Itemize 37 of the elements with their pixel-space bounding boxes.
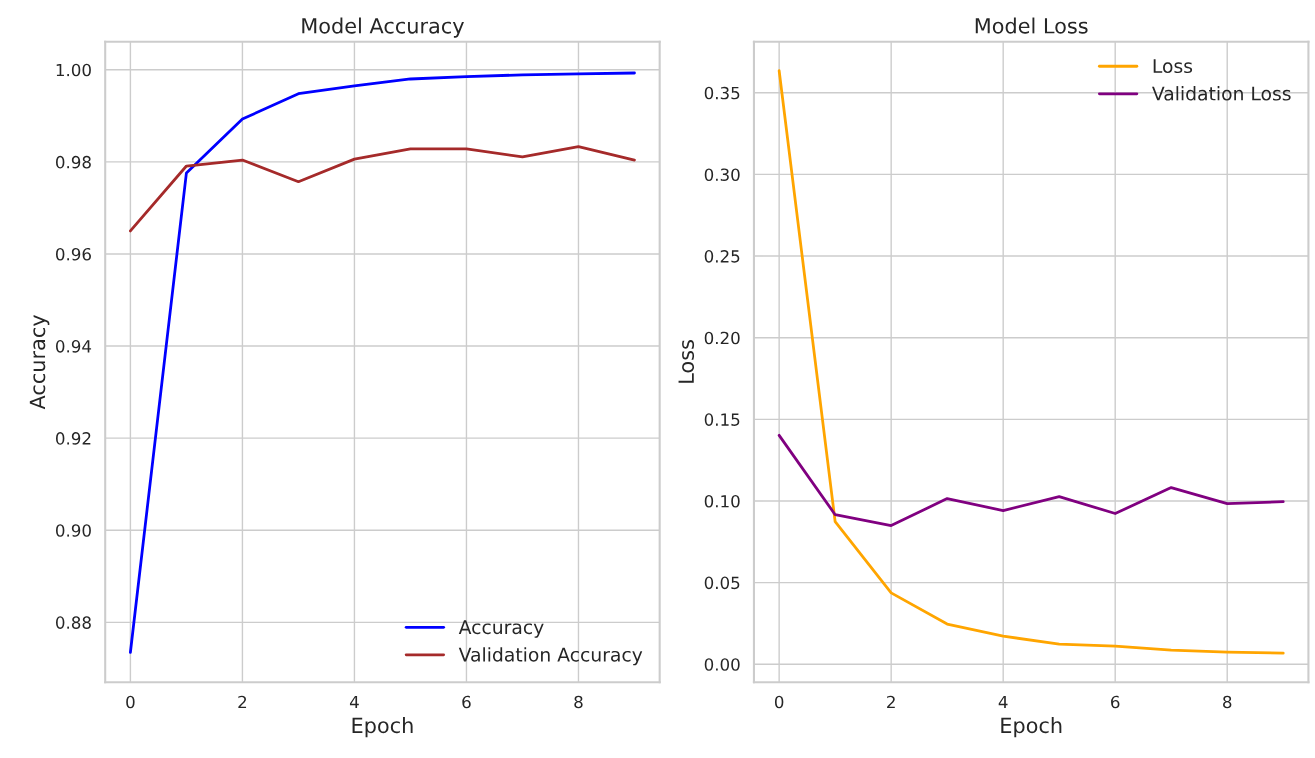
x-tick-label: 6 xyxy=(1111,695,1120,709)
x-axis-title: Epoch xyxy=(1001,717,1062,738)
legend-label: Validation Accuracy xyxy=(458,647,643,666)
legend-label: Validation Loss xyxy=(1152,86,1291,101)
chart-title: Model Loss xyxy=(975,17,1088,34)
x-tick-label: 0 xyxy=(126,695,135,709)
y-tick-label: 0.98 xyxy=(56,155,91,169)
x-tick-label: 2 xyxy=(238,695,247,709)
y-tick-label: 0.25 xyxy=(704,250,740,263)
y-tick-label: 0.92 xyxy=(56,432,91,445)
x-tick-label: 6 xyxy=(462,695,471,709)
x-axis-title: Epoch xyxy=(352,717,413,738)
y-axis-title: Loss xyxy=(678,340,695,383)
y-tick-label: 0.94 xyxy=(56,340,92,353)
y-tick-label: 0.96 xyxy=(56,247,91,261)
x-tick-label: 0 xyxy=(774,695,784,709)
y-tick-label: 0.00 xyxy=(704,658,740,671)
y-tick-label: 1.00 xyxy=(56,63,91,77)
y-tick-label: 0.90 xyxy=(56,524,91,537)
y-tick-label: 0.88 xyxy=(56,616,91,629)
y-axis-title: Accuracy xyxy=(29,315,50,410)
y-tick-label: 0.10 xyxy=(704,494,740,508)
y-tick-label: 0.15 xyxy=(704,413,740,426)
chart-title: Model Accuracy xyxy=(302,17,464,38)
y-tick-label: 0.30 xyxy=(704,168,740,181)
y-tick-label: 0.35 xyxy=(704,86,740,100)
line-series xyxy=(777,433,1285,528)
y-tick-label: 0.20 xyxy=(704,331,740,345)
line-series xyxy=(129,145,636,233)
x-tick-label: 8 xyxy=(574,695,583,709)
x-tick-label: 8 xyxy=(1223,695,1232,709)
x-tick-label: 2 xyxy=(887,695,895,709)
x-tick-label: 4 xyxy=(349,695,359,709)
x-tick-label: 4 xyxy=(998,695,1008,709)
y-tick-label: 0.05 xyxy=(704,576,740,590)
legend-label: Accuracy xyxy=(458,620,544,638)
legend-label: Loss xyxy=(1153,59,1193,74)
